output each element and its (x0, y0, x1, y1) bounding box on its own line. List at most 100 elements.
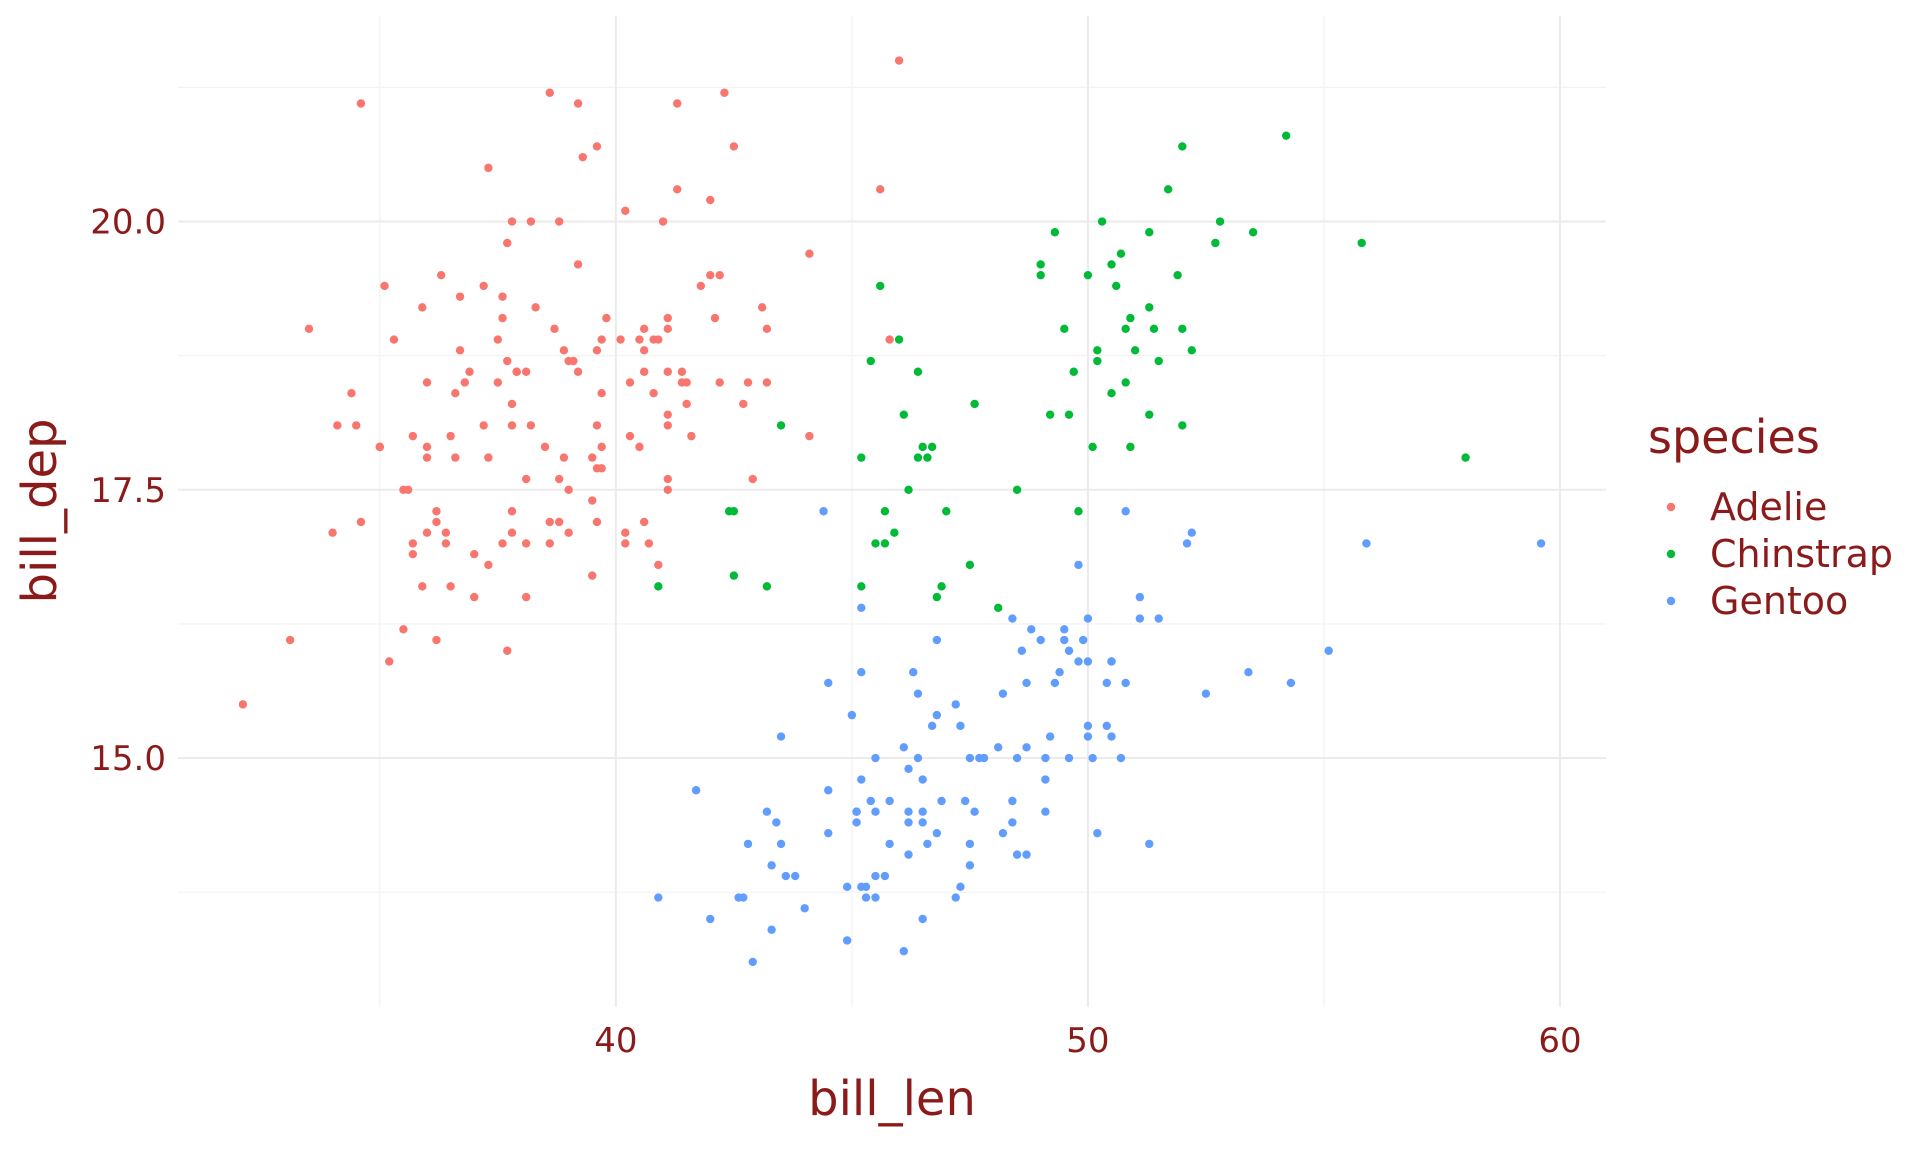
data-point (918, 914, 927, 924)
data-point (1145, 839, 1154, 849)
data-point (663, 421, 672, 430)
data-point (706, 914, 715, 924)
data-point (1083, 721, 1093, 731)
data-point (918, 442, 927, 452)
data-point (1154, 614, 1163, 623)
data-point (706, 270, 715, 280)
series-chinstrap (654, 131, 1470, 613)
data-point (418, 303, 427, 312)
data-point (422, 453, 432, 462)
data-point (960, 796, 970, 806)
data-point (1154, 356, 1163, 366)
data-point (597, 464, 606, 473)
data-point (408, 549, 418, 559)
data-point (455, 292, 465, 301)
data-point (899, 947, 909, 956)
data-point (1173, 270, 1182, 280)
data-point (592, 517, 602, 527)
series-gentoo (654, 507, 1546, 967)
data-point (894, 335, 904, 344)
data-point (970, 807, 979, 816)
data-point (842, 882, 852, 892)
data-point (1121, 324, 1130, 334)
data-point (1088, 442, 1097, 452)
data-point (526, 217, 536, 226)
data-point (347, 389, 356, 398)
data-point (564, 356, 573, 366)
data-point (1012, 485, 1022, 494)
data-point (706, 195, 715, 205)
data-point (842, 936, 852, 945)
data-point (1102, 678, 1111, 688)
data-point (1041, 753, 1050, 763)
data-point (441, 528, 451, 537)
data-point (951, 700, 960, 709)
data-point (937, 796, 946, 806)
data-point (285, 635, 295, 645)
data-point (663, 313, 672, 323)
data-point (918, 775, 927, 784)
data-point (663, 474, 672, 484)
data-point (1135, 592, 1145, 602)
data-point (663, 367, 672, 376)
data-point (521, 474, 531, 484)
data-point (1187, 346, 1196, 355)
data-point (890, 528, 899, 537)
data-point (857, 882, 866, 892)
data-point (465, 367, 474, 376)
legend-label: Adelie (1710, 485, 1827, 529)
data-point (451, 389, 460, 398)
data-point (767, 925, 776, 934)
data-point (913, 453, 923, 462)
data-point (1008, 796, 1017, 806)
data-point (507, 528, 517, 537)
data-point (918, 807, 927, 816)
data-point (927, 721, 937, 731)
data-point (1116, 249, 1126, 258)
data-point (1126, 442, 1135, 452)
data-point (654, 560, 663, 570)
data-point (866, 356, 875, 366)
data-point (762, 582, 772, 591)
data-point (663, 410, 672, 419)
data-point (687, 431, 696, 441)
data-point (432, 517, 441, 527)
data-point (866, 796, 875, 806)
data-point (1041, 807, 1050, 816)
data-point (965, 861, 975, 870)
data-point (800, 904, 809, 913)
data-point (328, 528, 337, 537)
data-point (554, 217, 564, 226)
data-point (1074, 657, 1083, 666)
data-point (1536, 539, 1546, 548)
data-point (512, 367, 521, 376)
data-point (965, 839, 975, 849)
data-point (932, 635, 942, 645)
legend-key-chinstrap (1666, 549, 1676, 559)
data-point (507, 217, 517, 226)
data-point (923, 453, 932, 462)
data-point (521, 539, 531, 548)
data-point (1145, 228, 1154, 237)
data-point (389, 335, 399, 344)
data-point (772, 818, 781, 827)
data-point (739, 399, 748, 409)
data-point (238, 700, 248, 709)
data-point (451, 453, 460, 462)
data-point (673, 99, 682, 108)
data-point (715, 378, 724, 387)
data-point (1215, 217, 1225, 226)
data-point (635, 335, 644, 344)
data-point (1093, 356, 1102, 366)
data-point (875, 185, 885, 194)
legend-title: species (1648, 410, 1820, 464)
data-point (927, 442, 937, 452)
data-point (1126, 313, 1135, 323)
data-point (1045, 732, 1055, 741)
data-point (625, 378, 635, 387)
data-point (871, 871, 880, 881)
data-point (857, 582, 866, 591)
data-point (1036, 635, 1045, 645)
data-point (852, 807, 861, 816)
